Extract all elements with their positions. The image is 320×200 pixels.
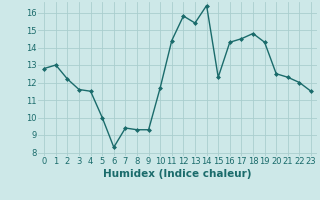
X-axis label: Humidex (Indice chaleur): Humidex (Indice chaleur) [103,169,252,179]
